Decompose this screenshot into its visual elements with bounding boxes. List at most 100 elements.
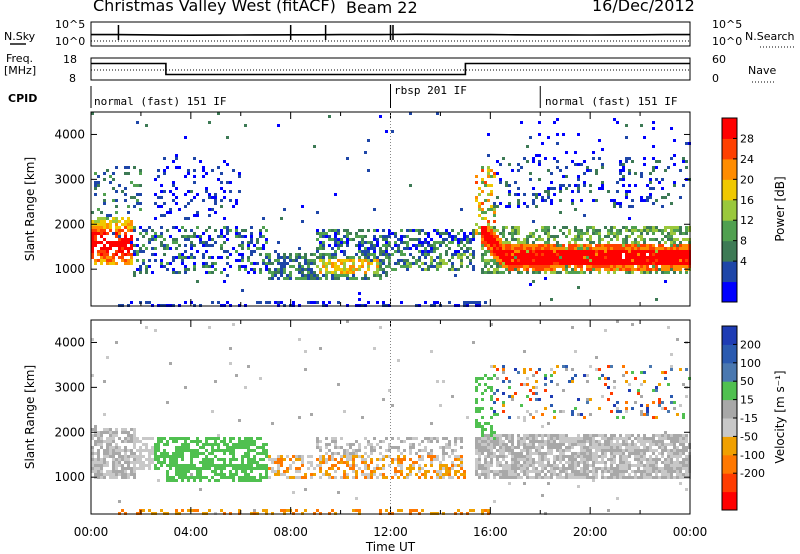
power-cell — [118, 244, 121, 247]
power-cell — [112, 172, 115, 175]
power-cell — [505, 268, 508, 271]
power-cell — [478, 193, 481, 196]
power-cell — [514, 244, 517, 247]
power-cell — [472, 238, 475, 241]
power-cell — [475, 175, 478, 178]
power-cell — [340, 241, 343, 244]
power-cell — [646, 226, 649, 229]
velocity-cell — [646, 458, 649, 461]
velocity-cell — [592, 479, 595, 482]
velocity-cell — [382, 464, 385, 467]
power-cell — [193, 157, 196, 160]
power-cell — [679, 268, 682, 271]
power-cell — [358, 256, 361, 259]
velocity-cell — [304, 368, 307, 371]
power-cell — [142, 259, 145, 262]
velocity-cell — [523, 449, 526, 452]
power-cell — [583, 253, 586, 256]
velocity-cell — [553, 446, 556, 449]
velocity-cell — [94, 461, 97, 464]
velocity-cell — [331, 509, 334, 512]
power-cell — [676, 259, 679, 262]
velocity-cell — [325, 437, 328, 440]
power-cell — [163, 169, 166, 172]
velocity-cell — [448, 476, 451, 479]
velocity-cell — [94, 452, 97, 455]
velocity-cell — [97, 455, 100, 458]
velocity-cell — [361, 416, 364, 419]
velocity-cell — [586, 374, 589, 377]
power-cell — [592, 265, 595, 268]
velocity-cell — [352, 452, 355, 455]
power-cell — [253, 250, 256, 253]
velocity-cell — [550, 470, 553, 473]
power-cell — [484, 217, 487, 220]
velocity-cell — [253, 443, 256, 446]
power-cell — [424, 250, 427, 253]
velocity-cell — [496, 473, 499, 476]
velocity-cell — [265, 449, 268, 452]
power-cell — [133, 205, 136, 208]
power-cell — [133, 244, 136, 247]
power-cell — [553, 271, 556, 274]
power-cell — [316, 247, 319, 250]
velocity-cell — [478, 473, 481, 476]
velocity-cell — [511, 461, 514, 464]
power-cell — [379, 250, 382, 253]
velocity-cell — [511, 434, 514, 437]
power-cell — [133, 274, 136, 277]
velocity-cell — [328, 443, 331, 446]
power-cell — [676, 256, 679, 259]
velocity-colorbar-label: Velocity [m s⁻¹] — [773, 370, 787, 463]
velocity-cell — [184, 386, 187, 389]
power-cell — [577, 262, 580, 265]
power-cell — [580, 256, 583, 259]
power-cell — [607, 262, 610, 265]
power-cell — [619, 202, 622, 205]
velocity-cell — [373, 449, 376, 452]
power-colorbar-segment — [722, 220, 737, 242]
velocity-cell — [349, 446, 352, 449]
power-cell — [625, 265, 628, 268]
velocity-cell — [634, 446, 637, 449]
velocity-cell — [391, 437, 394, 440]
power-cell — [682, 184, 685, 187]
velocity-cell — [184, 449, 187, 452]
power-cell — [616, 232, 619, 235]
velocity-cell — [397, 437, 400, 440]
velocity-cell — [307, 455, 310, 458]
velocity-cell — [625, 464, 628, 467]
power-cell — [178, 253, 181, 256]
power-cell — [166, 247, 169, 250]
power-cell — [223, 241, 226, 244]
power-cell — [142, 244, 145, 247]
velocity-cell — [175, 461, 178, 464]
velocity-cell — [658, 470, 661, 473]
power-cell — [103, 259, 106, 262]
velocity-cell — [148, 509, 151, 512]
velocity-cell — [256, 461, 259, 464]
power-cell — [652, 238, 655, 241]
velocity-cell — [499, 443, 502, 446]
power-cell — [379, 115, 382, 118]
velocity-cell — [319, 449, 322, 452]
velocity-cell — [475, 389, 478, 392]
power-cell — [490, 175, 493, 178]
velocity-cell — [676, 437, 679, 440]
velocity-cell — [103, 431, 106, 434]
power-cell — [94, 241, 97, 244]
velocity-cell — [577, 413, 580, 416]
power-cell — [571, 238, 574, 241]
power-cell — [508, 250, 511, 253]
power-cell — [256, 301, 259, 304]
power-cell — [490, 253, 493, 256]
power-cell — [496, 205, 499, 208]
power-cell — [370, 241, 373, 244]
power-cell — [202, 166, 205, 169]
velocity-cell — [670, 365, 673, 368]
velocity-cell — [220, 473, 223, 476]
velocity-cell — [583, 416, 586, 419]
velocity-cell — [532, 440, 535, 443]
velocity-cell — [679, 368, 682, 371]
velocity-cell — [607, 509, 610, 512]
